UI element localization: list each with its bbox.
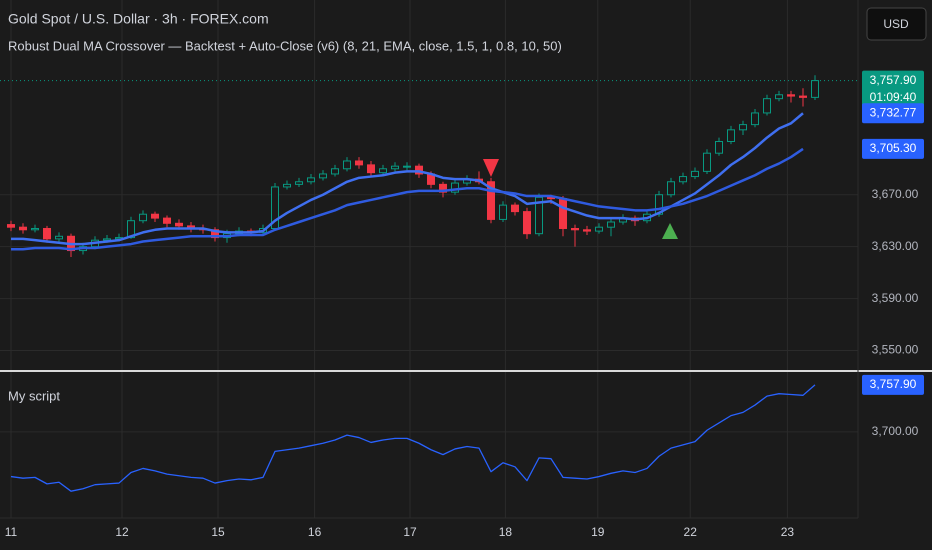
candle-body: [391, 165, 399, 170]
y-tick-label: 3,550.00: [872, 343, 919, 357]
candle-body: [7, 224, 15, 228]
candle-body: [523, 211, 531, 235]
y-tick-label: 3,590.00: [872, 291, 919, 305]
candle-body: [403, 165, 411, 168]
candle-body: [379, 168, 387, 174]
grid: [0, 0, 858, 518]
candle-body: [787, 94, 795, 97]
buy-signal: [662, 223, 678, 239]
x-tick-label: 15: [211, 525, 225, 539]
indicator-title: Robust Dual MA Crossover — Backtest + Au…: [8, 38, 562, 53]
currency-button[interactable]: [866, 7, 927, 41]
line-series: [11, 147, 804, 251]
price-badge-label: 3,757.90: [870, 377, 917, 391]
y-tick-label: 3,700.00: [872, 424, 919, 438]
candle-body: [163, 217, 171, 224]
sell-signal: [483, 159, 499, 177]
candle-body: [319, 173, 327, 179]
candle-body: [775, 94, 783, 100]
candle-body: [331, 168, 339, 175]
candle-body: [811, 80, 819, 98]
candle-body: [703, 152, 711, 172]
candle-body: [763, 98, 771, 114]
price-badge-label: 3,757.90: [870, 73, 917, 87]
price-badge: [862, 374, 924, 395]
x-tick-label: 16: [308, 525, 322, 539]
price-badge-label: 3,732.77: [870, 105, 917, 119]
y-tick-label: 3,670.00: [872, 187, 919, 201]
candle-body: [31, 227, 39, 231]
line-series: [10, 384, 816, 492]
x-tick-label: 11: [5, 525, 18, 539]
candle-body: [739, 124, 747, 131]
candle-body: [415, 165, 423, 175]
candle-body: [559, 198, 567, 229]
candle-body: [571, 227, 579, 231]
candle-body: [499, 204, 507, 220]
x-tick-label: 12: [115, 525, 129, 539]
price-axis: 11 12 15 16 17 18 19 22 23 3,550.00 3,590.00 3,630.…: [0, 0, 924, 539]
candle-body: [511, 204, 519, 213]
x-tick-label: 17: [403, 525, 417, 539]
candle-body: [679, 176, 687, 183]
candle-body: [307, 177, 315, 183]
candle-body: [343, 160, 351, 170]
candle-body: [595, 226, 603, 232]
candle-body: [799, 95, 807, 98]
candle-body: [691, 170, 699, 178]
candle-body: [139, 213, 147, 222]
candle-body: [667, 181, 675, 196]
candle-body: [295, 181, 303, 185]
candle-body: [715, 141, 723, 154]
candle-body: [751, 112, 759, 126]
candle-body: [175, 222, 183, 227]
candle-body: [55, 235, 63, 240]
x-tick-label: 19: [591, 525, 605, 539]
candle-body: [19, 226, 27, 231]
candle-body: [451, 182, 459, 193]
price-badge: [862, 138, 924, 159]
currency-label[interactable]: USD: [883, 17, 909, 31]
candle-body: [211, 229, 219, 239]
symbol-title: Gold Spot / U.S. Dollar · 3h · FOREX.com: [8, 11, 269, 27]
candle-body: [535, 196, 543, 235]
candle-body: [487, 181, 495, 220]
candle-body: [583, 229, 591, 232]
candle-body: [367, 164, 375, 174]
plot: [7, 75, 819, 492]
pane-title: My script: [8, 388, 60, 403]
candle-body: [607, 221, 615, 228]
price-badge-label: 3,705.30: [870, 141, 917, 155]
countdown: 01:09:40: [870, 90, 917, 104]
y-tick-label: 3,630.00: [872, 239, 919, 253]
candle-body: [151, 213, 159, 219]
candle-body: [43, 227, 51, 240]
x-tick-label: 18: [499, 525, 513, 539]
candle-body: [439, 183, 447, 193]
candle-body: [103, 238, 111, 241]
candle-body: [283, 183, 291, 188]
x-tick-label: 22: [684, 525, 698, 539]
candle-body: [727, 129, 735, 143]
x-tick-label: 23: [781, 525, 795, 539]
candle-body: [355, 160, 363, 166]
price-badge: [862, 70, 924, 107]
price-badge: [862, 103, 924, 124]
